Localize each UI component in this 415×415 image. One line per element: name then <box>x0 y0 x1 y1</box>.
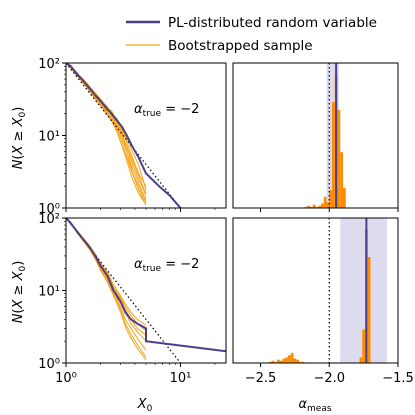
hist-bar <box>279 360 283 363</box>
ylabel-top: N(X ≥ X0) <box>11 107 28 170</box>
hist-bar <box>299 361 302 363</box>
bootstrap-line <box>66 63 147 206</box>
ylabel-bottom: N(X ≥ X0) <box>11 261 28 324</box>
ytick-label: 10⁰ <box>38 357 60 372</box>
ytick-label: 10¹ <box>38 130 60 145</box>
reference-line <box>66 218 181 363</box>
xtick-label: −1.5 <box>382 371 414 386</box>
xlabel-left: X0 <box>137 397 153 414</box>
legend-label-bootstrap: Bootstrapped sample <box>168 38 313 54</box>
xtick-label: −2.0 <box>313 371 345 386</box>
panel-top-left: 10⁰ 10¹ 10² αtrue = −2 <box>38 57 227 217</box>
xlabel-right: αmeas <box>298 397 331 414</box>
hist-bar <box>367 257 371 363</box>
bootstrap-line <box>66 63 147 190</box>
hist-bar <box>337 109 341 208</box>
hist-bar <box>274 361 277 363</box>
alpha-annotation: αtrue = −2 <box>134 257 199 274</box>
hist-bar <box>323 196 327 208</box>
hist-bar <box>318 205 321 208</box>
ytick-label: 10⁰ <box>38 202 60 217</box>
panel-bottom-left: 10⁰ 10¹ 10² 10⁰ 10¹ αtrue = −2 <box>38 212 227 386</box>
legend: PL-distributed random variable Bootstrap… <box>126 15 377 54</box>
axes-frame <box>232 217 399 364</box>
hist-bar <box>310 206 313 208</box>
hist-bar <box>277 359 280 363</box>
bootstrap-line <box>66 218 147 351</box>
hist-bar <box>285 357 288 363</box>
bootstrap-line <box>66 63 147 203</box>
ytick-label: 10¹ <box>38 285 60 300</box>
hist-bar <box>282 358 286 363</box>
hist-bar <box>304 206 308 208</box>
xtick-label: 10⁰ <box>55 371 77 386</box>
hist-bar <box>312 204 316 208</box>
hist-bar <box>326 202 330 208</box>
main-line <box>66 63 182 208</box>
legend-label-main: PL-distributed random variable <box>168 15 377 31</box>
ytick-label: 10² <box>38 57 60 72</box>
hist-bar <box>293 358 297 363</box>
hist-bar <box>271 360 275 363</box>
hist-bar <box>321 203 324 208</box>
axes-frame <box>65 62 227 209</box>
hist-bar <box>268 361 272 363</box>
hist-bar <box>301 361 305 363</box>
main-line <box>66 218 226 353</box>
ytick-label: 10² <box>38 212 60 227</box>
axes-frame <box>232 62 399 209</box>
hist-bar <box>332 102 335 208</box>
hist-bar <box>307 205 310 208</box>
xtick-label: −2.5 <box>245 371 277 386</box>
hist-bar <box>343 187 346 208</box>
hist-bar <box>362 329 365 363</box>
hist-bar <box>290 352 294 363</box>
hist-bar <box>359 357 363 363</box>
bootstrap-line <box>66 218 147 358</box>
hist-bar <box>288 355 291 363</box>
hist-bar <box>296 359 299 363</box>
hist-bar <box>329 190 332 208</box>
reference-line <box>66 63 181 208</box>
xtick-label: 10¹ <box>170 371 192 386</box>
panel-top-right <box>232 62 399 212</box>
hist-bar <box>340 152 343 208</box>
bootstrap-line <box>66 63 147 200</box>
bootstrap-line <box>66 63 147 196</box>
hist-bar <box>315 206 319 208</box>
panel-bottom-right: −2.5 −2.0 −1.5 <box>232 217 414 386</box>
alpha-annotation: αtrue = −2 <box>134 102 199 119</box>
